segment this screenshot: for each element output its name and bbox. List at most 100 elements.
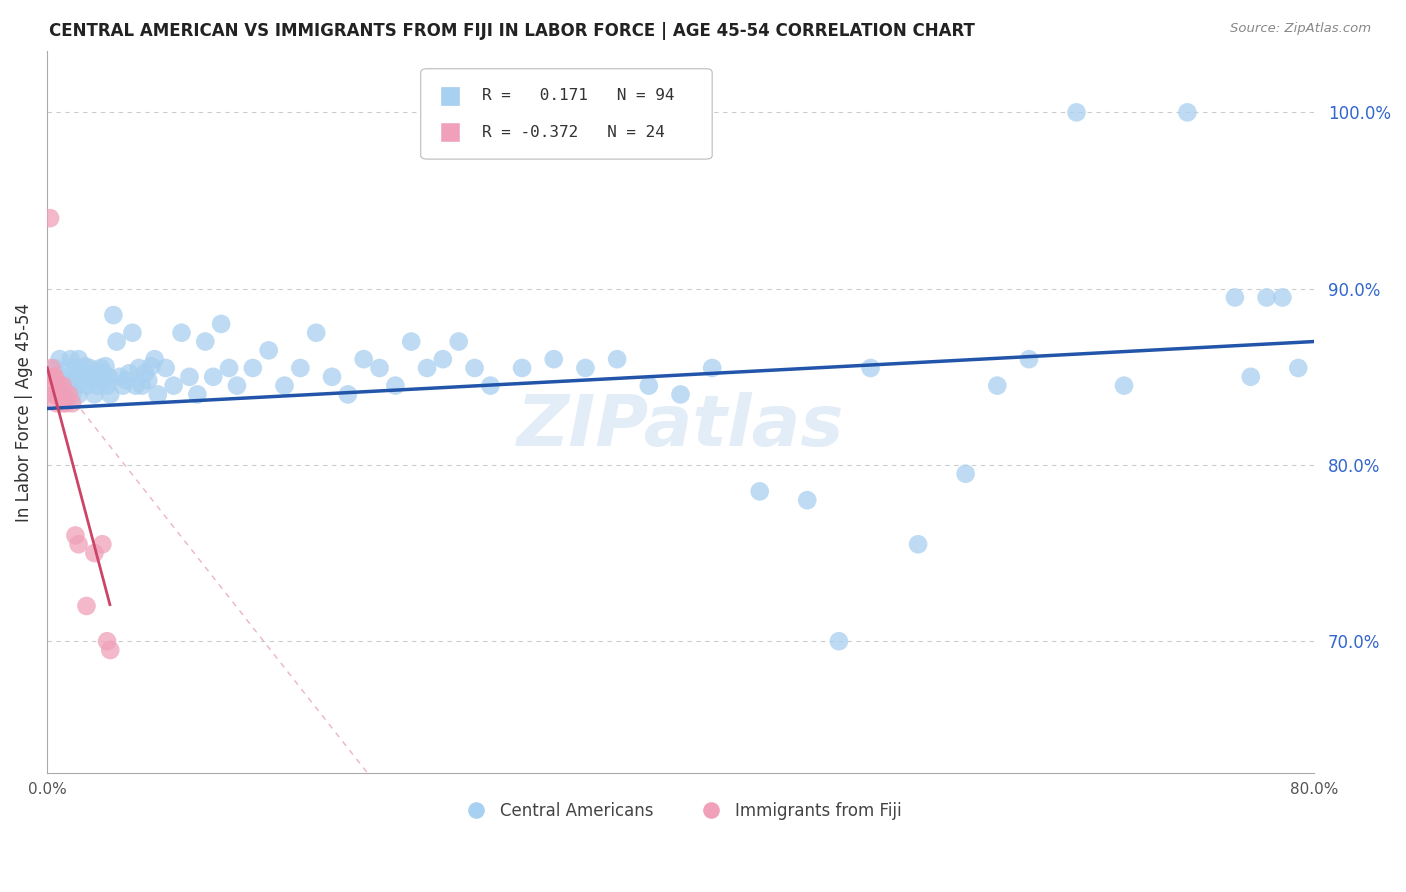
Point	[136, 373, 159, 387]
Point	[45, 396, 67, 410]
Point	[55, 396, 77, 410]
Point	[98, 387, 121, 401]
Point	[669, 387, 692, 401]
Point	[111, 378, 134, 392]
Point	[336, 387, 359, 401]
Text: R = -0.372   N = 24: R = -0.372 N = 24	[481, 125, 665, 140]
Point	[83, 387, 105, 401]
Point	[202, 369, 225, 384]
Point	[67, 352, 90, 367]
Point	[44, 387, 66, 401]
Point	[290, 361, 312, 376]
Text: Source: ZipAtlas.com: Source: ZipAtlas.com	[1230, 22, 1371, 36]
Point	[510, 361, 533, 376]
Point	[39, 211, 62, 226]
Point	[67, 537, 90, 551]
Point	[859, 361, 882, 376]
Point	[91, 537, 114, 551]
Point	[98, 643, 121, 657]
Point	[1286, 361, 1309, 376]
Point	[155, 361, 177, 376]
Point	[48, 378, 70, 392]
Point	[72, 366, 94, 380]
Point	[63, 369, 86, 384]
Point	[65, 528, 87, 542]
Point	[1112, 378, 1135, 392]
Point	[96, 634, 118, 648]
Point	[60, 387, 83, 401]
Point	[89, 369, 111, 384]
Point	[796, 493, 818, 508]
Point	[118, 366, 141, 380]
Point	[416, 361, 439, 376]
Legend: Central Americans, Immigrants from Fiji: Central Americans, Immigrants from Fiji	[453, 795, 908, 827]
Point	[273, 378, 295, 392]
Point	[90, 361, 112, 376]
Point	[226, 378, 249, 392]
Point	[447, 334, 470, 349]
Point	[45, 378, 67, 392]
Point	[53, 387, 76, 401]
Text: CENTRAL AMERICAN VS IMMIGRANTS FROM FIJI IN LABOR FORCE | AGE 45-54 CORRELATION : CENTRAL AMERICAN VS IMMIGRANTS FROM FIJI…	[49, 22, 976, 40]
Point	[702, 361, 724, 376]
Point	[464, 361, 486, 376]
Point	[828, 634, 851, 648]
Point	[77, 369, 100, 384]
Point	[186, 387, 208, 401]
Point	[907, 537, 929, 551]
Text: R =   0.171   N = 94: R = 0.171 N = 94	[481, 88, 673, 103]
Point	[305, 326, 328, 340]
Point	[76, 599, 98, 613]
Y-axis label: In Labor Force | Age 45-54: In Labor Force | Age 45-54	[15, 302, 32, 522]
Point	[748, 484, 770, 499]
Point	[1018, 352, 1040, 367]
Point	[1240, 369, 1263, 384]
Point	[76, 378, 98, 392]
Point	[1066, 105, 1088, 120]
Point	[1271, 290, 1294, 304]
Point	[58, 387, 80, 401]
Point	[146, 387, 169, 401]
Point	[55, 378, 77, 392]
Point	[52, 378, 75, 392]
Point	[91, 373, 114, 387]
Point	[637, 378, 659, 392]
Point	[986, 378, 1008, 392]
Point	[1256, 290, 1278, 304]
Point	[606, 352, 628, 367]
Point	[80, 373, 103, 387]
Point	[179, 369, 201, 384]
Point	[48, 352, 70, 367]
Point	[162, 378, 184, 392]
Point	[194, 334, 217, 349]
Point	[218, 361, 240, 376]
Point	[97, 369, 120, 384]
Point	[399, 334, 422, 349]
Point	[49, 387, 72, 401]
Point	[94, 359, 117, 374]
Point	[432, 352, 454, 367]
Point	[209, 317, 232, 331]
Point	[42, 387, 65, 401]
Point	[96, 378, 118, 392]
Point	[59, 352, 82, 367]
Point	[134, 366, 156, 380]
Point	[73, 359, 96, 374]
Point	[543, 352, 565, 367]
Point	[70, 373, 93, 387]
Point	[368, 361, 391, 376]
Point	[58, 361, 80, 376]
Point	[66, 378, 89, 392]
Point	[353, 352, 375, 367]
Point	[384, 378, 406, 392]
Point	[52, 369, 75, 384]
Point	[103, 308, 125, 322]
FancyBboxPatch shape	[420, 69, 713, 159]
Point	[108, 369, 131, 384]
Point	[955, 467, 977, 481]
Point	[44, 361, 66, 376]
Point	[128, 361, 150, 376]
Point	[143, 352, 166, 367]
Point	[141, 359, 163, 374]
Point	[60, 396, 83, 410]
